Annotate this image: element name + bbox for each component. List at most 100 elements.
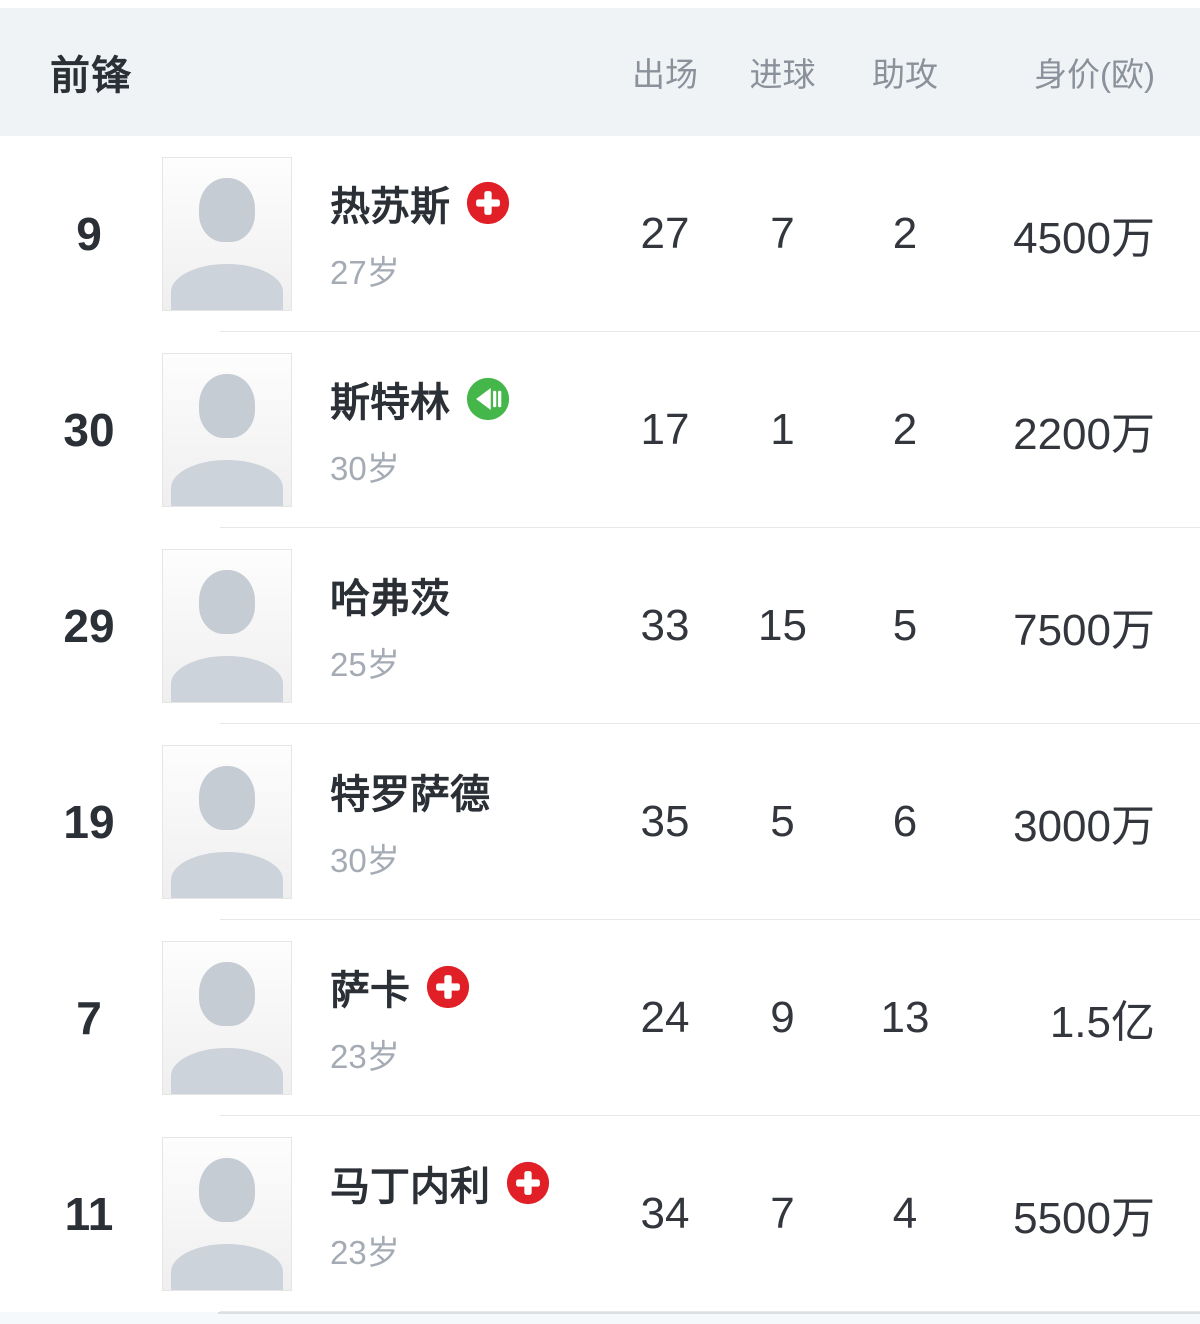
next-section-edge xyxy=(0,1312,1200,1324)
photo-head-silhouette xyxy=(199,570,255,634)
column-header-assists: 助攻 xyxy=(872,56,938,93)
goals-value: 1 xyxy=(770,405,795,454)
player-age: 23岁 xyxy=(330,1038,400,1075)
photo-head-silhouette xyxy=(199,374,255,438)
player-name-line: 萨卡 xyxy=(330,958,610,1016)
player-info: 特罗萨德 30岁 xyxy=(292,762,610,882)
jersey-number: 7 xyxy=(76,992,102,1044)
assists-value: 6 xyxy=(892,797,918,846)
top-strip xyxy=(0,0,1200,8)
photo-shoulders-silhouette xyxy=(171,1048,283,1094)
goals-value: 5 xyxy=(770,797,795,846)
injury-plus-icon xyxy=(466,181,510,225)
photo-head-silhouette xyxy=(199,178,255,242)
player-stats: 27 7 2 4500万 xyxy=(610,202,1200,266)
photo-head-silhouette xyxy=(199,766,255,830)
appearances-value: 27 xyxy=(640,209,690,258)
market-value: 5500万 xyxy=(1013,1194,1155,1243)
player-row[interactable]: 29 哈弗茨 xyxy=(0,528,1200,724)
player-photo xyxy=(162,549,292,703)
player-name-line: 马丁内利 xyxy=(330,1154,610,1212)
section-title: 前锋 xyxy=(50,54,132,98)
player-stats: 17 1 2 2200万 xyxy=(610,398,1200,462)
goals-value: 9 xyxy=(770,993,795,1042)
player-age: 30岁 xyxy=(330,842,400,879)
player-age: 30岁 xyxy=(330,450,400,487)
player-name-line: 热苏斯 xyxy=(330,174,610,232)
player-info: 马丁内利 23岁 xyxy=(292,1154,610,1274)
appearances-value: 35 xyxy=(640,797,690,846)
appearances-value: 33 xyxy=(640,601,690,650)
injury-plus-icon xyxy=(426,965,470,1009)
photo-shoulders-silhouette xyxy=(171,264,283,310)
player-age: 27岁 xyxy=(330,254,400,291)
jersey-number: 19 xyxy=(63,796,115,848)
player-name: 马丁内利 xyxy=(330,1165,490,1209)
jersey-number: 11 xyxy=(64,1188,114,1240)
player-name-line: 哈弗茨 xyxy=(330,566,610,624)
player-row[interactable]: 7 萨卡 xyxy=(0,920,1200,1116)
player-name-line: 斯特林 xyxy=(330,370,610,428)
player-stats: 24 9 13 1.5亿 xyxy=(610,986,1200,1050)
assists-value: 2 xyxy=(892,405,918,454)
assists-value: 13 xyxy=(880,993,930,1042)
assists-value: 4 xyxy=(892,1189,918,1238)
market-value: 3000万 xyxy=(1013,802,1155,851)
assists-value: 5 xyxy=(892,601,918,650)
jersey-number: 30 xyxy=(63,404,115,456)
player-row[interactable]: 11 马丁内利 xyxy=(0,1116,1200,1312)
market-value: 4500万 xyxy=(1013,214,1155,263)
column-header-appearances: 出场 xyxy=(632,56,698,93)
player-info: 哈弗茨 25岁 xyxy=(292,566,610,686)
player-list: 9 热苏斯 xyxy=(0,136,1200,1312)
player-row[interactable]: 19 特罗萨德 xyxy=(0,724,1200,920)
player-name: 哈弗茨 xyxy=(330,577,450,621)
photo-head-silhouette xyxy=(199,1158,255,1222)
player-stats: 33 15 5 7500万 xyxy=(610,594,1200,658)
section-header: 前锋 出场 进球 助攻 身价(欧) xyxy=(0,8,1200,136)
appearances-value: 24 xyxy=(640,993,690,1042)
market-value: 2200万 xyxy=(1013,410,1155,459)
appearances-value: 17 xyxy=(640,405,690,454)
market-value: 1.5亿 xyxy=(1049,998,1155,1047)
photo-shoulders-silhouette xyxy=(171,460,283,506)
photo-shoulders-silhouette xyxy=(171,1244,283,1290)
player-row[interactable]: 9 热苏斯 xyxy=(0,136,1200,332)
player-photo xyxy=(162,745,292,899)
loan-arrow-icon xyxy=(466,377,510,421)
player-info: 斯特林 30岁 xyxy=(292,370,610,490)
goals-value: 7 xyxy=(770,209,795,258)
goals-value: 7 xyxy=(770,1189,795,1238)
assists-value: 2 xyxy=(892,209,918,258)
jersey-number: 9 xyxy=(76,208,102,260)
player-name-line: 特罗萨德 xyxy=(330,762,610,820)
player-photo xyxy=(162,157,292,311)
appearances-value: 34 xyxy=(640,1189,690,1238)
photo-head-silhouette xyxy=(199,962,255,1026)
player-info: 萨卡 23岁 xyxy=(292,958,610,1078)
market-value: 7500万 xyxy=(1013,606,1155,655)
player-photo xyxy=(162,353,292,507)
jersey-number: 29 xyxy=(63,600,115,652)
player-info: 热苏斯 27岁 xyxy=(292,174,610,294)
player-stats: 35 5 6 3000万 xyxy=(610,790,1200,854)
player-name: 热苏斯 xyxy=(330,185,450,229)
column-header-market-value: 身价(欧) xyxy=(1034,56,1155,93)
section-divider xyxy=(218,1312,1200,1314)
player-photo xyxy=(162,941,292,1095)
player-row[interactable]: 30 斯特林 xyxy=(0,332,1200,528)
player-name: 萨卡 xyxy=(330,969,410,1013)
column-header-goals: 进球 xyxy=(749,56,816,93)
player-name: 特罗萨德 xyxy=(330,773,490,817)
player-stats: 34 7 4 5500万 xyxy=(610,1182,1200,1246)
column-headers: 出场 进球 助攻 身价(欧) xyxy=(610,48,1200,96)
goals-value: 15 xyxy=(758,601,807,650)
player-name: 斯特林 xyxy=(330,381,450,425)
injury-plus-icon xyxy=(506,1161,550,1205)
player-age: 23岁 xyxy=(330,1234,400,1271)
photo-shoulders-silhouette xyxy=(171,656,283,702)
player-age: 25岁 xyxy=(330,646,400,683)
photo-shoulders-silhouette xyxy=(171,852,283,898)
player-photo xyxy=(162,1137,292,1291)
